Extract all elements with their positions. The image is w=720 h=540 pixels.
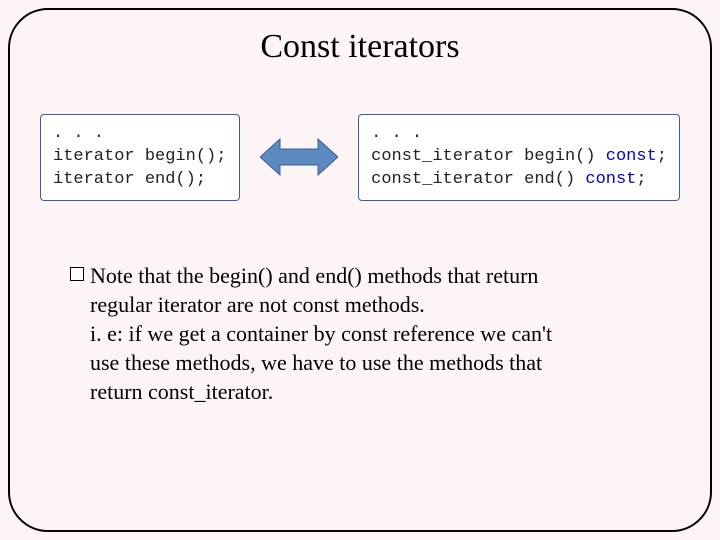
code-left-line1: . . .: [53, 124, 104, 143]
code-right-line2-kw: const: [606, 147, 657, 166]
body-line-2: regular iterator are not const methods.: [90, 290, 552, 319]
square-bullet-icon: [70, 267, 84, 281]
code-left-line3: iterator end();: [53, 170, 206, 189]
code-box-right: . . . const_iterator begin() const; cons…: [358, 114, 680, 201]
code-left-line2: iterator begin();: [53, 147, 226, 166]
body-line-1: Note that the begin() and end() methods …: [90, 261, 552, 290]
bullet-content: Note that the begin() and end() methods …: [90, 261, 552, 406]
code-right-line1: . . .: [371, 124, 422, 143]
bullet-item: Note that the begin() and end() methods …: [70, 261, 662, 406]
code-box-left: . . . iterator begin(); iterator end();: [40, 114, 240, 201]
slide-title: Const iterators: [40, 28, 680, 66]
code-row: . . . iterator begin(); iterator end(); …: [40, 114, 680, 201]
double-arrow-icon: [260, 137, 338, 177]
code-right-line3-kw: const: [585, 170, 636, 189]
body-line-3: i. e: if we get a container by const ref…: [90, 319, 552, 348]
code-right-line3b: ;: [636, 170, 646, 189]
body-line-5: return const_iterator.: [90, 377, 552, 406]
slide-frame: Const iterators . . . iterator begin(); …: [8, 8, 712, 532]
code-right-line3a: const_iterator end(): [371, 170, 585, 189]
code-right-line2b: ;: [657, 147, 667, 166]
code-right-line2a: const_iterator begin(): [371, 147, 606, 166]
body-line-4: use these methods, we have to use the me…: [90, 348, 552, 377]
body-text: Note that the begin() and end() methods …: [40, 261, 680, 406]
